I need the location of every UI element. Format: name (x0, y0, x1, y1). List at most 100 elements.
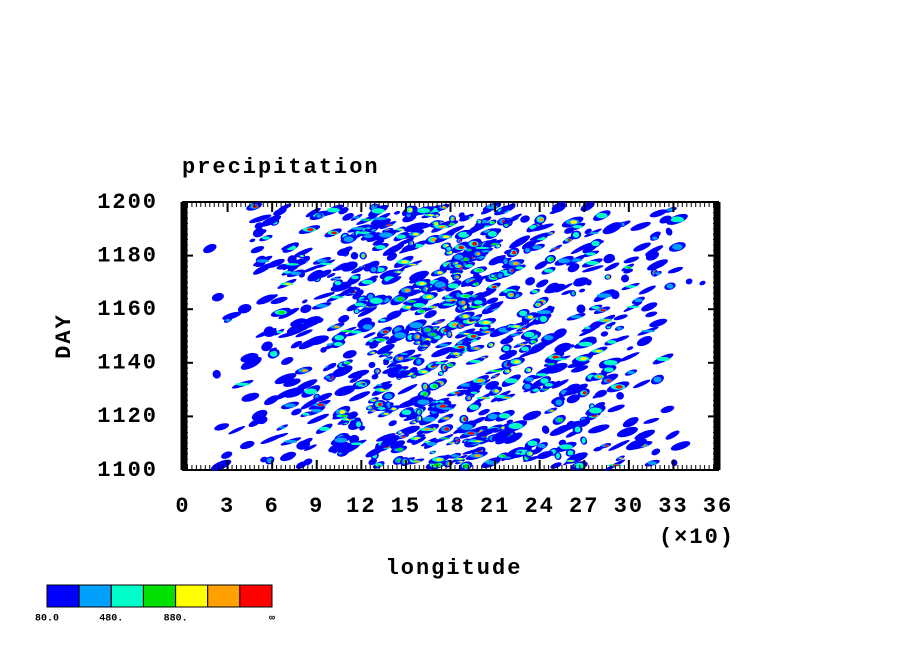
contour-blob (479, 220, 482, 223)
contour-blob (349, 330, 362, 334)
contour-blob (475, 288, 497, 300)
contour-blob (615, 385, 623, 389)
contour-blob (413, 302, 426, 308)
contour-blob (539, 315, 548, 323)
contour-blob (514, 360, 520, 364)
contour-blob (633, 242, 651, 252)
x-tick-label: 30 (614, 494, 644, 519)
contour-blob (338, 314, 350, 323)
contour-blob (527, 342, 548, 355)
contour-blob (539, 217, 544, 222)
contour-blob (519, 343, 525, 346)
contour-blob (394, 332, 406, 339)
contour-blob (626, 266, 631, 269)
contour-blob (369, 406, 372, 409)
contour-blob (316, 259, 328, 263)
contour-blob (357, 384, 364, 387)
contour-blob (304, 388, 318, 395)
contour-blob (484, 330, 491, 334)
contour-blob (274, 373, 297, 385)
contour-blob (356, 421, 362, 428)
contour-blob (278, 426, 287, 429)
contour-blob (566, 394, 580, 404)
contour-blob (210, 459, 232, 471)
contour-blob (303, 458, 313, 466)
contour-blob (286, 323, 306, 335)
contour-blob (641, 302, 658, 312)
contour-blob (477, 268, 483, 272)
contour-blob (431, 237, 437, 242)
contour-blob (397, 384, 418, 395)
contour-blob (248, 418, 263, 428)
contour-blob (544, 268, 554, 273)
contour-blob (283, 387, 305, 398)
contour-blob (409, 263, 417, 266)
contour-blob (463, 333, 470, 335)
contour-blob (462, 448, 484, 455)
contour-blob (645, 251, 659, 261)
contour-blob (423, 392, 428, 396)
contour-blob (270, 296, 288, 305)
contour-blob (313, 292, 335, 300)
contour-blob (510, 269, 514, 272)
y-axis-label: DAY (52, 313, 77, 359)
x-tick-label: 24 (524, 494, 554, 519)
contour-blob (651, 448, 661, 456)
x-tick-label: 27 (569, 494, 599, 519)
contour-blob (604, 262, 620, 271)
contour-blob (594, 389, 608, 398)
contour-blob (388, 420, 397, 427)
contour-blob (482, 321, 490, 325)
contour-blob (438, 343, 449, 347)
contour-blob (431, 306, 437, 308)
contour-blob (375, 244, 386, 250)
contour-blob (494, 375, 499, 377)
contour-blob (607, 404, 625, 413)
colorbar-end-label: ∞ (269, 614, 275, 625)
contour-blob (409, 208, 413, 212)
contour-blob (521, 327, 527, 330)
contour-blob (291, 408, 302, 416)
contour-blob (333, 325, 340, 329)
contour-blob (457, 264, 462, 268)
contour-blob (422, 416, 436, 422)
contour-blob (531, 290, 539, 294)
contour-blob (622, 416, 639, 428)
contour-blob (557, 258, 571, 264)
contour-blob (278, 310, 285, 314)
contour-blob (366, 232, 382, 243)
contour-blob (426, 442, 437, 446)
contour-blob (531, 223, 554, 232)
x-tick-label: 6 (265, 494, 280, 519)
x-tick-label: 9 (309, 494, 324, 519)
contour-blob (603, 359, 618, 366)
contour-blob (439, 404, 447, 409)
contour-blob (578, 419, 591, 426)
contour-blob (638, 285, 656, 295)
contour-blob (449, 364, 453, 367)
contour-blob (250, 245, 265, 254)
contour-blob (487, 413, 499, 420)
contour-blob (437, 321, 442, 323)
contour-blob (653, 376, 662, 383)
contour-blob (490, 343, 494, 347)
contour-blob (618, 352, 640, 362)
contour-blob (376, 343, 395, 355)
y-tick-label: 1200 (97, 190, 158, 215)
contour-blob (382, 330, 388, 334)
contour-blob (214, 423, 230, 431)
contour-blob (491, 428, 513, 441)
contour-blob (284, 282, 292, 285)
contour-blob (249, 214, 272, 224)
contour-blob (574, 426, 581, 433)
contour-blob (283, 270, 292, 274)
contour-blob (428, 214, 434, 216)
contour-blob (559, 444, 573, 450)
contour-blob (454, 254, 464, 260)
contour-blob (456, 275, 460, 279)
contour-blob (579, 288, 586, 293)
contour-blob (397, 297, 404, 302)
contour-blob (536, 310, 552, 315)
contour-blob (634, 298, 643, 303)
contour-blob (463, 294, 470, 298)
